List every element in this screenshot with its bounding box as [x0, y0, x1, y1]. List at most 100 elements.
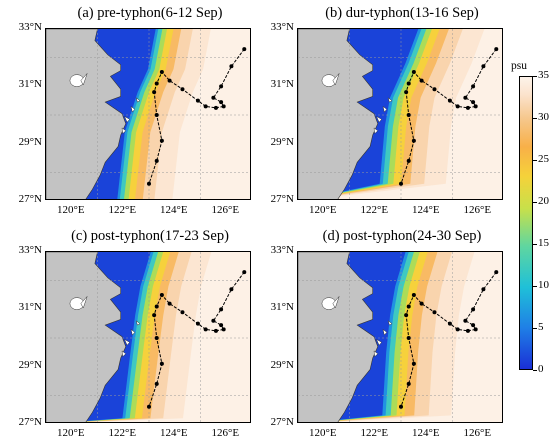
lon-tick-label: 120°E: [56, 204, 85, 216]
track-point: [211, 95, 216, 100]
track-point: [432, 310, 437, 315]
island: [382, 105, 388, 113]
track-point: [159, 138, 164, 143]
track-point: [154, 336, 159, 340]
track-point: [406, 304, 411, 309]
lat-tick-label: 33°N: [270, 21, 294, 33]
lon-tick-label: 126°E: [211, 204, 240, 216]
island: [123, 338, 131, 346]
track-point: [481, 64, 486, 69]
track-point: [399, 181, 403, 186]
lon-tick-label: 126°E: [463, 427, 492, 439]
track-point: [473, 327, 478, 332]
lat-tick-label: 33°N: [270, 244, 294, 256]
track-point: [455, 327, 460, 332]
track-point: [152, 313, 157, 318]
lon-tick-label: 126°E: [211, 427, 240, 439]
map-panel-b: [297, 28, 503, 200]
colorbar-tick-mark: [533, 328, 537, 329]
track-point: [159, 293, 164, 297]
colorbar-unit: psu: [511, 60, 527, 72]
colorbar-tick-mark: [533, 160, 537, 161]
land-mass: [298, 29, 379, 199]
lon-tick-label: 122°E: [108, 427, 137, 439]
island: [121, 127, 127, 135]
map-panel-d: [297, 251, 503, 423]
island: [130, 105, 136, 113]
track-point: [219, 323, 224, 328]
island: [123, 115, 131, 123]
track-point: [229, 287, 234, 292]
track-point: [411, 293, 416, 297]
track-point: [494, 270, 499, 275]
track-point: [411, 70, 416, 74]
track-point: [152, 90, 157, 95]
track-point: [419, 78, 424, 83]
track-point: [494, 47, 499, 52]
track-point: [159, 70, 164, 74]
lat-tick-label: 27°N: [18, 416, 42, 428]
track-point: [471, 307, 476, 312]
track-point: [167, 301, 172, 306]
track-point: [211, 318, 216, 323]
lon-tick-label: 120°E: [308, 204, 337, 216]
colorbar-tick-mark: [533, 118, 537, 119]
lat-tick-label: 27°N: [270, 193, 294, 205]
lat-tick-label: 33°N: [18, 244, 42, 256]
track-point: [399, 404, 403, 409]
lon-tick-label: 124°E: [411, 204, 440, 216]
track-point: [463, 95, 468, 100]
colorbar-tick-label: 15: [538, 237, 549, 249]
track-point: [221, 327, 226, 332]
typhoon-track: [400, 48, 497, 184]
lat-tick-label: 27°N: [270, 416, 294, 428]
lat-tick-label: 27°N: [18, 193, 42, 205]
track-point: [406, 113, 411, 117]
island: [135, 97, 141, 103]
colorbar-tick-label: 5: [538, 321, 544, 333]
colorbar-tick-label: 10: [538, 279, 549, 291]
track-point: [465, 328, 470, 333]
track-point: [447, 321, 452, 326]
lon-tick-label: 120°E: [308, 427, 337, 439]
track-point: [180, 310, 185, 315]
track-point: [180, 87, 185, 92]
island: [375, 338, 383, 346]
island: [80, 296, 88, 309]
typhoon-track: [148, 271, 245, 407]
island: [373, 350, 379, 358]
track-point: [419, 301, 424, 306]
track-point: [219, 84, 224, 89]
map-svg-d: [298, 252, 502, 422]
island: [80, 73, 88, 86]
lon-tick-label: 120°E: [56, 427, 85, 439]
lat-tick-label: 33°N: [18, 21, 42, 33]
track-point: [406, 336, 411, 340]
track-point: [219, 100, 224, 105]
track-point: [154, 113, 159, 117]
track-point: [213, 105, 218, 110]
track-point: [455, 104, 460, 109]
island: [382, 328, 388, 336]
track-point: [203, 104, 208, 109]
colorbar-tick-label: 20: [538, 195, 549, 207]
panel-title-b: (b) dur-typhon(13-16 Sep): [325, 5, 479, 21]
track-point: [242, 47, 247, 52]
colorbar-tick-label: 25: [538, 153, 549, 165]
track-point: [411, 138, 416, 143]
lon-tick-label: 122°E: [360, 204, 389, 216]
map-panel-c: [45, 251, 251, 423]
track-point: [242, 270, 247, 275]
track-point: [406, 81, 411, 86]
track-point: [463, 318, 468, 323]
island: [375, 115, 383, 123]
colorbar-tick-mark: [533, 244, 537, 245]
map-panel-a: [45, 28, 251, 200]
island: [121, 350, 127, 358]
track-point: [195, 321, 200, 326]
colorbar-tick-label: 30: [538, 111, 549, 123]
colorbar-tick-mark: [533, 202, 537, 203]
colorbar-tick-mark: [533, 76, 537, 77]
track-point: [154, 381, 159, 386]
track-point: [221, 104, 226, 109]
